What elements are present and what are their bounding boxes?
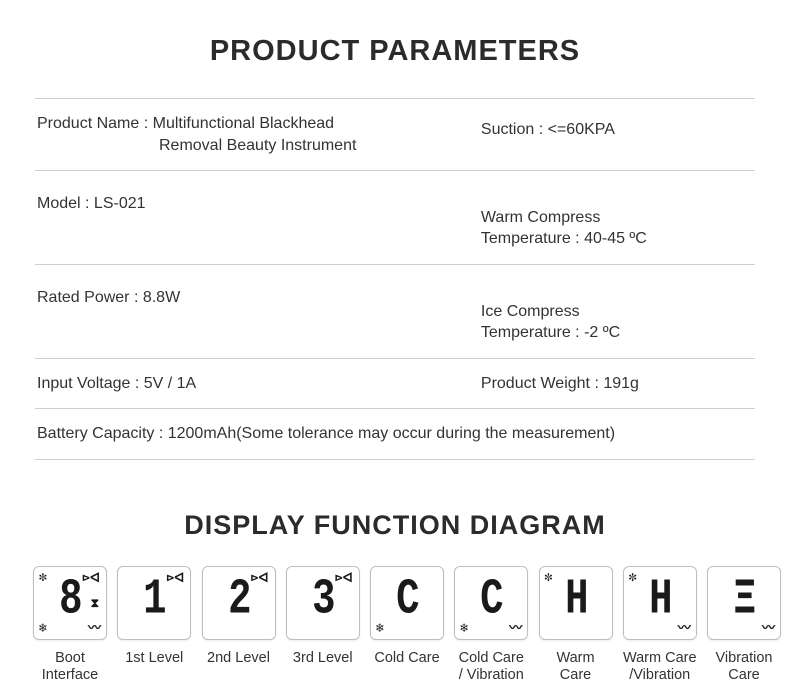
- tile-caption: Cold Care: [374, 650, 439, 684]
- vibration-icon: 〰: [88, 617, 101, 636]
- lcd-char: H: [565, 572, 587, 629]
- row-power: Rated Power : 8.8W Ice Compress Temperat…: [35, 264, 755, 358]
- label-suction: Suction :: [481, 121, 548, 138]
- row-voltage: Input Voltage : 5V / 1A Product Weight :…: [35, 358, 755, 409]
- display-title: DISPLAY FUNCTION DIAGRAM: [30, 510, 760, 541]
- vibration-icon: 〰: [762, 617, 775, 636]
- value-voltage: 5V / 1A: [144, 375, 196, 392]
- display-tile: 8 ✼ ⊳ᐊ ⧗ ❄ 〰 Boot Interface: [30, 566, 110, 685]
- lcd-char: C: [396, 572, 418, 629]
- lcd-char: 8: [59, 572, 81, 629]
- snow-icon: ❄: [376, 621, 384, 636]
- nozzle-icon: ⊳ᐊ: [251, 571, 269, 586]
- lcd-tile: 8 ✼ ⊳ᐊ ⧗ ❄ 〰: [33, 566, 107, 640]
- cell-product-name: Product Name : Multifunctional Blackhead…: [37, 113, 481, 156]
- display-tile: C ❄ 〰 Cold Care / Vibration: [451, 566, 531, 685]
- lcd-char: 1: [143, 572, 165, 629]
- nozzle-icon: ⊳ᐊ: [335, 571, 353, 586]
- lcd-tile: 1⊳ᐊ: [117, 566, 191, 640]
- tile-caption: Vibration Care: [716, 650, 773, 685]
- label-ice: Ice Compress Temperature :: [481, 303, 584, 342]
- lcd-tile: C❄: [370, 566, 444, 640]
- label-weight: Product Weight :: [481, 375, 603, 392]
- lcd-char: 2: [228, 572, 250, 629]
- value-battery: 1200mAh(Some tolerance may occur during …: [168, 425, 615, 442]
- cell-warm: Warm Compress Temperature : 40-45 ºC: [481, 185, 753, 250]
- display-tile: C❄Cold Care: [367, 566, 447, 685]
- lcd-char: H: [649, 572, 671, 629]
- cell-ice: Ice Compress Temperature : -2 ºC: [481, 279, 753, 344]
- display-tile: 1⊳ᐊ 1st Level: [114, 566, 194, 685]
- tile-caption: 3rd Level: [293, 650, 353, 684]
- label-model: Model :: [37, 195, 94, 212]
- vibration-icon: 〰: [678, 617, 691, 636]
- cell-power: Rated Power : 8.8W: [37, 279, 481, 344]
- tile-caption: Warm Care: [556, 650, 594, 685]
- display-tile: Ξ〰Vibration Care: [704, 566, 784, 685]
- vibration-icon: 〰: [509, 617, 522, 636]
- nozzle-icon: ⊳ᐊ: [166, 571, 184, 586]
- display-tile: H ✼ 〰 Warm Care /Vibration: [620, 566, 700, 685]
- lcd-char: C: [480, 572, 502, 629]
- label-product-name: Product Name :: [37, 115, 153, 132]
- cell-voltage: Input Voltage : 5V / 1A: [37, 373, 481, 395]
- nozzle-icon: ⊳ᐊ: [82, 571, 100, 586]
- value-product-name-2: Removal Beauty Instrument: [37, 135, 461, 157]
- display-diagram: 8✼⊳ᐊ⧗❄〰Boot Interface1⊳ᐊ1st Level2⊳ᐊ2nd …: [30, 566, 784, 685]
- lcd-char: 3: [312, 572, 334, 629]
- cell-suction: Suction : <=60KPA: [481, 113, 753, 156]
- label-battery: Battery Capacity :: [37, 425, 168, 442]
- lcd-char: Ξ: [733, 572, 755, 629]
- page-root: PRODUCT PARAMETERS Product Name : Multif…: [0, 0, 790, 685]
- display-tile: 2⊳ᐊ 2nd Level: [199, 566, 279, 685]
- lcd-tile: Ξ〰: [707, 566, 781, 640]
- lcd-tile: 3⊳ᐊ: [286, 566, 360, 640]
- row-product-name: Product Name : Multifunctional Blackhead…: [35, 98, 755, 170]
- value-model: LS-021: [94, 195, 146, 212]
- sun-icon: ✼: [629, 570, 637, 585]
- sun-icon: ✼: [39, 570, 47, 585]
- value-suction: <=60KPA: [548, 121, 615, 138]
- tile-caption: Warm Care /Vibration: [623, 650, 697, 685]
- value-weight: 191g: [603, 375, 639, 392]
- snow-icon: ❄: [39, 621, 47, 636]
- value-power: 8.8W: [143, 289, 180, 306]
- tile-caption: 2nd Level: [207, 650, 270, 684]
- cell-model: Model : LS-021: [37, 185, 481, 250]
- lcd-tile: C ❄ 〰: [454, 566, 528, 640]
- value-warm: 40-45 ºC: [584, 230, 647, 247]
- display-tile: H✼Warm Care: [536, 566, 616, 685]
- lcd-tile: 2⊳ᐊ: [202, 566, 276, 640]
- sun-icon: ✼: [545, 570, 553, 585]
- label-voltage: Input Voltage :: [37, 375, 144, 392]
- value-product-name-1: Multifunctional Blackhead: [153, 115, 334, 132]
- label-warm: Warm Compress Temperature :: [481, 209, 600, 248]
- display-tile: 3⊳ᐊ 3rd Level: [283, 566, 363, 685]
- row-model: Model : LS-021 Warm Compress Temperature…: [35, 170, 755, 264]
- label-power: Rated Power :: [37, 289, 143, 306]
- cell-battery: Battery Capacity : 1200mAh(Some toleranc…: [37, 423, 753, 445]
- lcd-tile: H ✼ 〰: [623, 566, 697, 640]
- tile-caption: Cold Care / Vibration: [459, 650, 524, 685]
- lcd-tile: H✼: [539, 566, 613, 640]
- params-title: PRODUCT PARAMETERS: [30, 35, 760, 68]
- snow-icon: ❄: [460, 621, 468, 636]
- row-battery: Battery Capacity : 1200mAh(Some toleranc…: [35, 408, 755, 460]
- cell-weight: Product Weight : 191g: [481, 373, 753, 395]
- bottle-icon: ⧗: [91, 597, 99, 611]
- params-table: Product Name : Multifunctional Blackhead…: [35, 98, 755, 460]
- tile-caption: 1st Level: [125, 650, 183, 684]
- tile-caption: Boot Interface: [42, 650, 98, 685]
- value-ice: -2 ºC: [584, 324, 620, 341]
